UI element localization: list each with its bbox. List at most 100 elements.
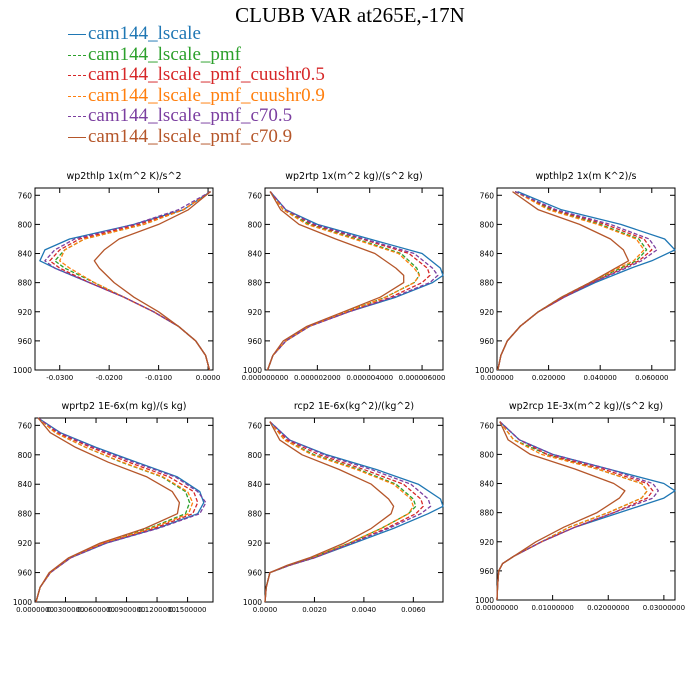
series-line-cam144-lscale-pmf-cuushr0-5: [497, 191, 653, 371]
legend-swatch: [68, 136, 86, 138]
x-tick-label: 0.0900000: [108, 606, 146, 614]
plot-frame: [496, 187, 676, 371]
x-tick-label: 0.060000: [635, 374, 668, 382]
y-tick-label: 840: [18, 250, 33, 259]
y-tick-label: 840: [248, 480, 263, 489]
series-line-cam144-lscale-pmf-cuushr0-5: [35, 417, 199, 603]
y-tick-label: 760: [480, 191, 495, 200]
plot-frame: [264, 417, 444, 603]
x-tick-label: 0.1500000: [169, 606, 207, 614]
y-tick-label: 880: [480, 279, 495, 288]
chart-panel: rcp2 1E-6x(kg^2)/(kg^2) 760 800 840 880 920 96…: [243, 401, 444, 614]
series-line-cam144-lscale-pmf-cuushr0-9: [266, 191, 421, 371]
plot-frame: [34, 417, 214, 603]
series-line-cam144-lscale: [497, 190, 676, 371]
series-line-cam144-lscale-pmf-c70-5: [35, 417, 207, 603]
y-tick-label: 1000: [13, 366, 32, 375]
series-line-cam144-lscale-pmf-c70-9: [35, 417, 181, 603]
legend-item: cam144_lscale: [68, 23, 325, 45]
chart-title: wp2rcp 1E-3x(m^2 kg)/(s^2 kg): [509, 401, 663, 412]
x-tick-label: 0.0000000: [16, 606, 54, 614]
y-tick-label: 920: [18, 539, 33, 548]
chart-panel: wp2rtp 1x(m^2 kg)/(s^2 kg) 760 800 840 880 92…: [242, 171, 446, 382]
chart-title: wpthlp2 1x(m K^2)/s: [535, 171, 636, 182]
series-line-cam144-lscale-pmf-cuushr0-9: [59, 191, 211, 371]
x-tick-label: 0.1200000: [138, 606, 176, 614]
y-tick-label: 1000: [243, 366, 262, 375]
legend-label: cam144_lscale: [88, 23, 201, 44]
y-tick-label: 760: [18, 421, 33, 430]
legend-item: cam144_lscale_pmf_c70.9: [68, 126, 325, 148]
y-tick-label: 760: [480, 421, 495, 430]
y-tick-label: 800: [248, 451, 263, 460]
x-tick-label: 0.0600000: [77, 606, 115, 614]
y-tick-label: 1000: [243, 598, 262, 607]
series-line-cam144-lscale-pmf-c70-5: [266, 191, 439, 371]
chart-panel: wpthlp2 1x(m K^2)/s 760 800 840 880 920 960 100…: [475, 171, 676, 382]
series-line-cam144-lscale-pmf: [264, 421, 417, 603]
series-line-cam144-lscale-pmf-cuushr0-5: [49, 191, 211, 371]
chart-panel: wp2rcp 1E-3x(m^2 kg)/(s^2 kg) 760 800 840 88…: [475, 401, 685, 612]
x-tick-label: 0.000004000: [346, 374, 393, 382]
legend-item: cam144_lscale_pmf: [68, 43, 325, 66]
y-tick-label: 880: [18, 279, 33, 288]
legend: cam144_lscale cam144_lscale_pmf cam144_l…: [68, 23, 325, 148]
x-tick-label: 0.0300000: [47, 606, 85, 614]
x-tick-label: 0.0000: [253, 606, 278, 614]
series-line-cam144-lscale-pmf-c70-5: [44, 191, 211, 371]
y-tick-label: 960: [248, 337, 263, 346]
x-tick-label: 0.0020: [302, 606, 327, 614]
series-line-cam144-lscale-pmf: [266, 191, 421, 371]
y-tick-label: 1000: [475, 366, 494, 375]
chart-title: wp2thlp 1x(m^2 K)/s^2: [66, 171, 181, 182]
y-tick-label: 920: [480, 538, 495, 547]
y-tick-label: 800: [480, 450, 495, 459]
y-tick-label: 880: [18, 510, 33, 519]
series-line-cam144-lscale-pmf-c70-9: [93, 191, 211, 371]
y-tick-label: 920: [480, 308, 495, 317]
y-tick-label: 960: [18, 337, 33, 346]
y-tick-label: 840: [18, 480, 33, 489]
series-line-cam144-lscale-pmf-cuushr0-5: [266, 191, 431, 371]
x-tick-label: 0.02000000: [587, 604, 629, 612]
series-line-cam144-lscale-pmf-c70-9: [497, 191, 630, 371]
y-tick-label: 760: [248, 191, 263, 200]
y-tick-label: 960: [480, 567, 495, 576]
y-tick-label: 1000: [13, 598, 32, 607]
chart-title: wprtp2 1E-6x(m kg)/(s kg): [62, 401, 187, 412]
chart-panel: wp2thlp 1x(m^2 K)/s^2 760 800 840 880 920 960 1…: [13, 171, 220, 382]
x-tick-label: 0.0060: [401, 606, 426, 614]
chart-panel: wprtp2 1E-6x(m kg)/(s kg) 760 800 840 880 920…: [13, 401, 214, 614]
legend-swatch: [68, 34, 86, 36]
x-tick-label: 0.040000: [583, 374, 616, 382]
series-line-cam144-lscale-pmf: [35, 417, 191, 603]
y-tick-label: 960: [18, 569, 33, 578]
x-tick-label: 0.00000000: [476, 604, 518, 612]
series-line-cam144-lscale-pmf-cuushr0-5: [264, 421, 424, 603]
legend-swatch: [68, 116, 86, 118]
series-line-cam144-lscale-pmf-c70-9: [266, 191, 405, 371]
x-tick-label: 0.0000: [196, 374, 221, 382]
y-tick-label: 1000: [475, 596, 494, 605]
x-tick-label: 0.000000: [480, 374, 513, 382]
series-line-cam144-lscale-pmf-c70-5: [497, 191, 658, 371]
legend-swatch: [68, 95, 86, 97]
y-tick-label: 880: [248, 279, 263, 288]
y-tick-label: 800: [248, 220, 263, 229]
legend-label: cam144_lscale_pmf_c70.5: [88, 105, 293, 126]
y-tick-label: 960: [480, 337, 495, 346]
series-line-cam144-lscale-pmf-c70-9: [496, 421, 626, 601]
y-tick-label: 760: [248, 421, 263, 430]
x-tick-label: -0.0100: [145, 374, 172, 382]
x-tick-label: 0.020000: [532, 374, 565, 382]
plot-frame: [34, 187, 214, 371]
legend-label: cam144_lscale_pmf: [88, 43, 242, 65]
series-line-cam144-lscale-pmf: [497, 191, 648, 371]
legend-swatch: [68, 75, 86, 77]
series-line-cam144-lscale: [39, 191, 211, 371]
legend-item: cam144_lscale_pmf_c70.5: [68, 105, 325, 127]
y-tick-label: 880: [248, 510, 263, 519]
x-tick-label: 0.000006000: [399, 374, 446, 382]
chart-title: wp2rtp 1x(m^2 kg)/(s^2 kg): [285, 171, 423, 182]
